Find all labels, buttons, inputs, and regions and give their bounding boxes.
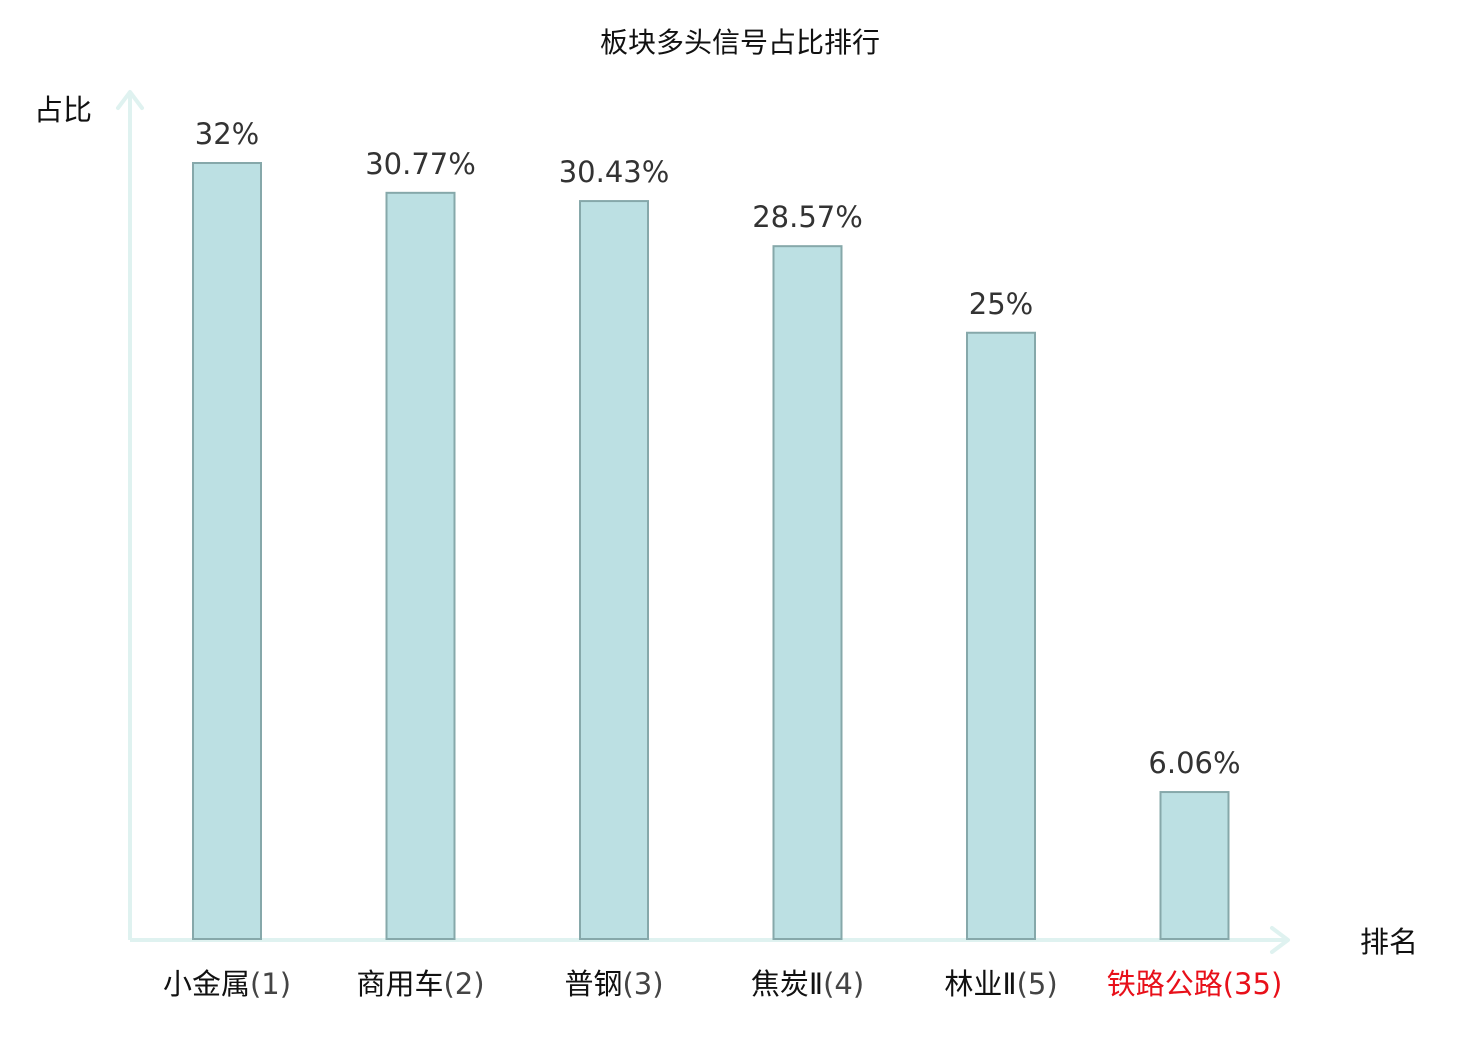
- category-labels-group: 小金属(1) 商用车(2) 普钢(3) 焦炭Ⅱ(4) 林业Ⅱ(5) 铁路公路(35): [163, 967, 1282, 1001]
- category-name: 铁路公路: [1107, 967, 1223, 1001]
- bars-group: [192, 162, 1230, 941]
- category-label: 小金属(1): [163, 967, 291, 1001]
- category-label: 普钢(3): [564, 967, 663, 1001]
- category-name: 焦炭Ⅱ: [751, 967, 823, 1001]
- category-rank: (4): [823, 967, 864, 1001]
- x-axis-arrow: [1270, 926, 1290, 954]
- category-rank: (3): [622, 967, 663, 1001]
- chart-title: 板块多头信号占比排行: [600, 26, 880, 59]
- bar-value-label: 6.06%: [1148, 746, 1240, 780]
- bar: [966, 331, 1036, 940]
- category-label: 商用车(2): [356, 967, 484, 1001]
- value-labels-group: 32% 30.77% 30.43% 28.57% 25% 6.06%: [195, 117, 1241, 780]
- category-label: 焦炭Ⅱ(4): [751, 967, 864, 1001]
- bar-value-label: 28.57%: [752, 200, 863, 234]
- category-label: 林业Ⅱ(5): [944, 967, 1057, 1001]
- bar: [385, 191, 456, 940]
- bar-value-label: 30.77%: [365, 147, 476, 181]
- category-rank: (2): [443, 967, 484, 1001]
- x-axis-label: 排名: [1360, 925, 1418, 959]
- bar-value-label: 25%: [969, 287, 1033, 321]
- y-axis: [116, 90, 144, 940]
- bar-value-label: 30.43%: [559, 155, 670, 189]
- x-axis: [130, 926, 1290, 954]
- y-axis-arrow: [116, 90, 144, 110]
- y-axis-label: 占比: [34, 93, 92, 127]
- bar: [192, 162, 262, 940]
- category-rank: (5): [1017, 967, 1058, 1001]
- bar: [579, 200, 649, 940]
- category-name: 小金属: [163, 967, 250, 1001]
- bar: [1159, 791, 1230, 940]
- category-name: 林业Ⅱ: [944, 967, 1016, 1001]
- category-rank: (35): [1223, 967, 1283, 1001]
- category-name: 商用车: [356, 967, 443, 1001]
- bar: [772, 245, 843, 941]
- bar-value-label: 32%: [195, 117, 259, 151]
- category-rank: (1): [250, 967, 291, 1001]
- category-name: 普钢: [564, 967, 622, 1001]
- category-label: 铁路公路(35): [1107, 967, 1283, 1001]
